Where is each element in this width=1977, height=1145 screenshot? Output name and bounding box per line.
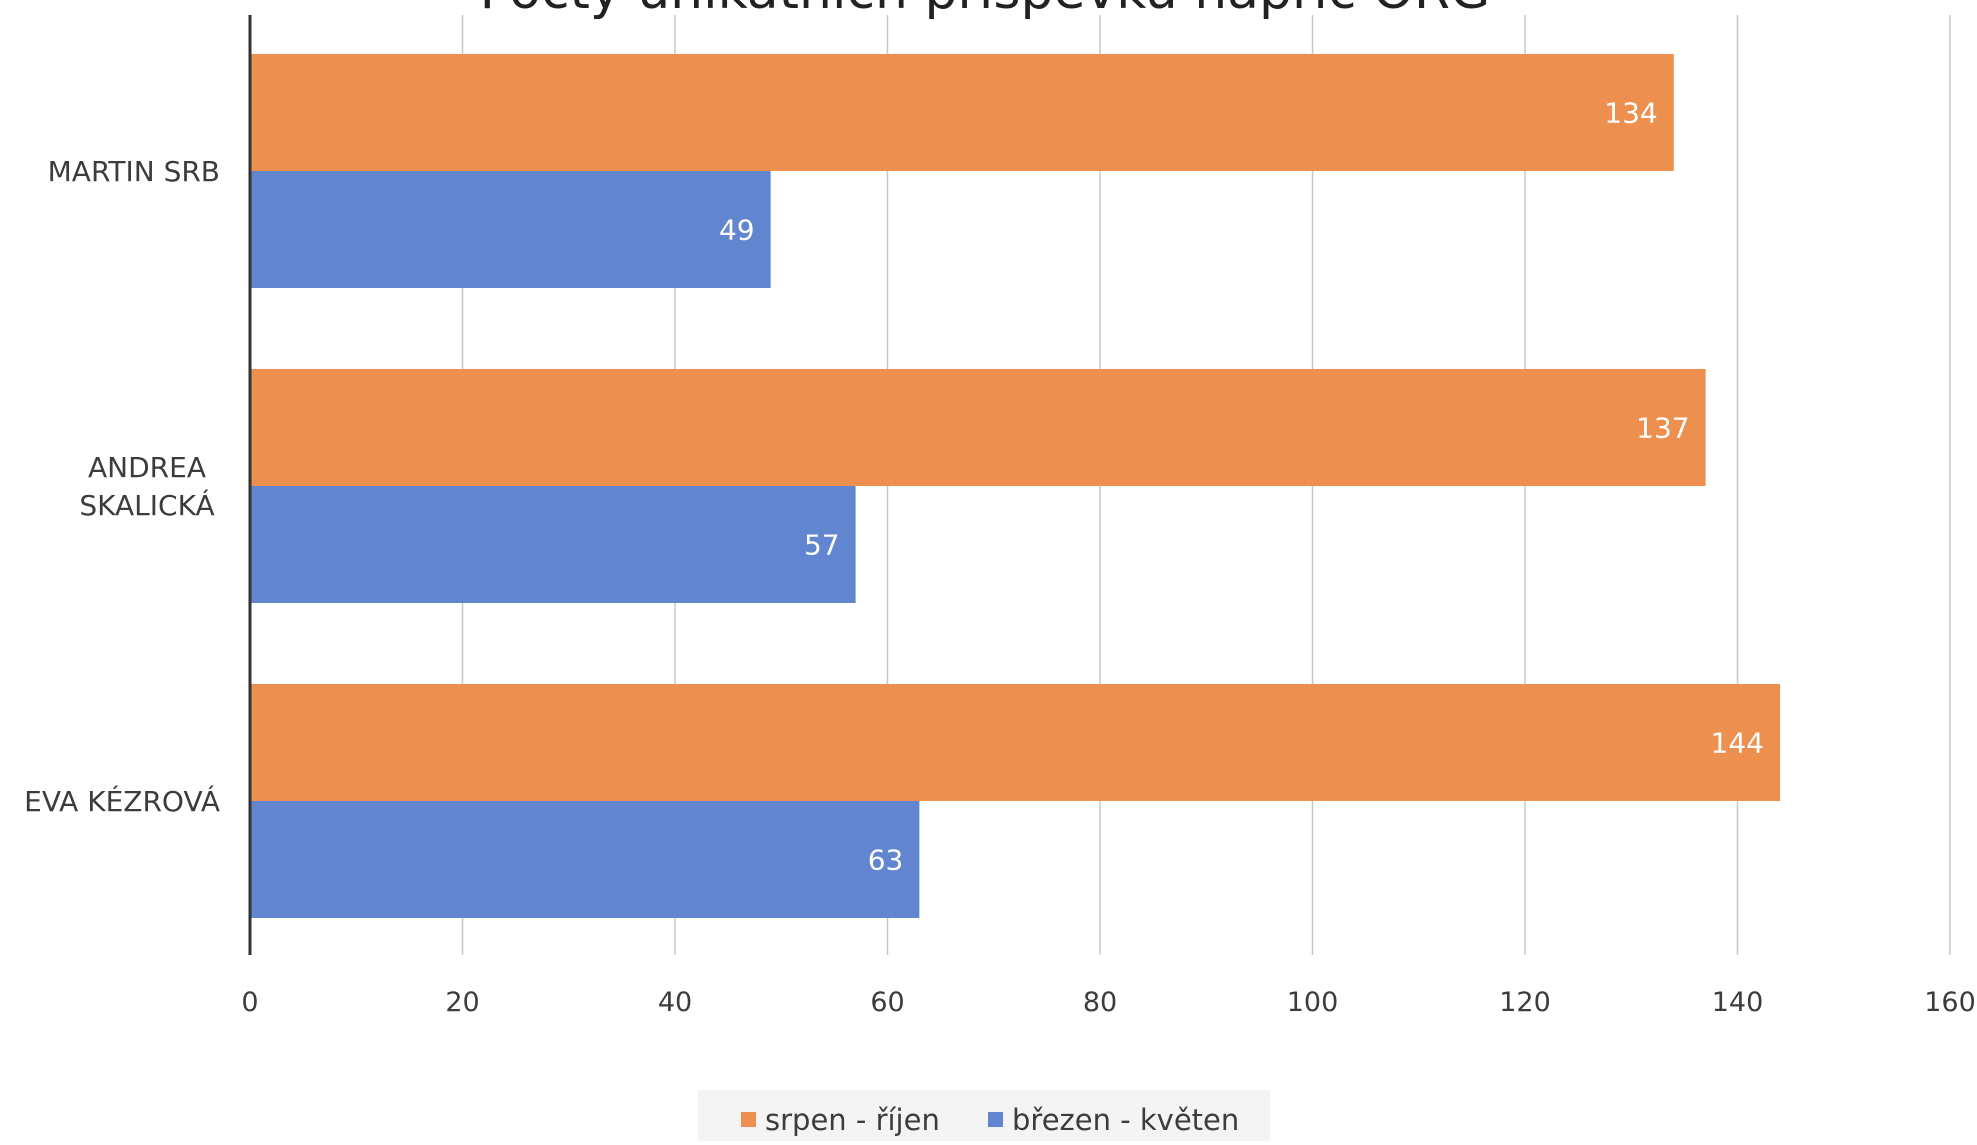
bar-srpen-rijen-0 [250,54,1674,171]
bars [250,54,1780,918]
chart-title: Počty unikátních příspěvků napříč ORG [480,0,1491,21]
x-tick-label: 40 [658,987,692,1018]
bar-srpen-rijen-2 [250,684,1780,801]
bar-srpen-rijen-1 [250,369,1706,486]
category-label: SKALICKÁ [79,488,214,522]
category-label: MARTIN SRB [48,155,220,188]
x-tick-label: 0 [241,987,258,1018]
data-label: 63 [868,844,904,877]
data-label: 144 [1711,727,1764,760]
axes: 0 20 40 60 80 100 120 140 160 MARTIN SRB ANDREA SKA… [24,15,1976,1018]
x-tick-label: 140 [1712,987,1764,1018]
x-tick-label: 20 [445,987,479,1018]
x-tick-label: 60 [870,987,904,1018]
x-tick-label: 120 [1499,987,1551,1018]
bar-brezen-kveten-1 [250,486,856,603]
legend-swatch [988,1112,1003,1127]
data-label: 137 [1636,412,1689,445]
legend-label: březen - květen [1012,1103,1239,1137]
data-label: 49 [719,214,755,247]
category-label: EVA KÉZROVÁ [24,784,220,818]
legend-swatch [741,1112,756,1127]
x-tick-label: 100 [1287,987,1339,1018]
legend-label: srpen - říjen [765,1103,940,1137]
legend: srpen - říjen březen - květen [698,1090,1270,1141]
bar-brezen-kveten-2 [250,801,920,918]
bar-brezen-kveten-0 [250,171,771,288]
category-label: ANDREA [88,451,206,484]
legend-background [698,1090,1270,1141]
x-tick-label: 80 [1083,987,1117,1018]
data-labels: 134 49 137 57 144 63 [719,97,1764,877]
x-tick-label: 160 [1924,987,1976,1018]
data-label: 57 [804,529,840,562]
data-label: 134 [1604,97,1657,130]
